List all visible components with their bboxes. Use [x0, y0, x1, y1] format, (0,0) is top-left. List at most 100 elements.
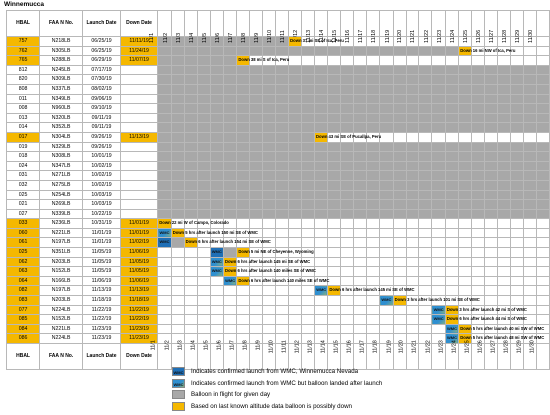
day-cell [366, 55, 381, 66]
day-label-text: 11/30 [527, 29, 534, 43]
day-cell [301, 141, 315, 153]
day-cell [196, 103, 211, 114]
day-cell [157, 141, 172, 153]
day-cell [222, 314, 238, 325]
day-cell [458, 74, 473, 85]
day-cell [170, 151, 185, 162]
day-cell [392, 170, 407, 181]
day-cell [484, 141, 499, 153]
day-cell [170, 141, 185, 153]
day-cell [431, 45, 446, 57]
wmc-launch-marker: WMC [222, 275, 238, 287]
day-cell [471, 83, 486, 95]
day-cell [444, 74, 460, 85]
day-cell [379, 112, 394, 124]
day-cell [353, 266, 368, 277]
day-cell [431, 112, 446, 124]
day-cell [209, 151, 224, 162]
day-cell [353, 189, 368, 201]
day-cell [484, 256, 499, 268]
day-cell [535, 179, 550, 191]
day-label-text: 11/3 [175, 32, 182, 43]
day-cell [522, 227, 537, 239]
down-date-cell [119, 208, 159, 220]
day-cell [418, 247, 433, 258]
day-cell [431, 189, 446, 201]
day-cell [379, 83, 394, 95]
day-cell [170, 160, 185, 172]
day-cell [249, 218, 264, 229]
day-cell [288, 208, 303, 220]
down-note-cell: Down 5 mi NE of Cheyenne, Wyoming [236, 247, 314, 258]
day-cell [535, 266, 550, 277]
day-cell [405, 55, 420, 66]
day-cell [183, 275, 198, 287]
header-day-label: 11/19 [385, 10, 407, 43]
day-cell [471, 256, 486, 268]
day-cell [392, 45, 407, 57]
day-cell [236, 160, 251, 172]
day-cell [418, 83, 433, 95]
day-cell [458, 160, 473, 172]
day-cell [471, 151, 486, 162]
day-cell [418, 103, 433, 114]
launch-date-cell: 11/22/19 [82, 304, 121, 316]
day-cell [301, 218, 315, 229]
day-cell [484, 112, 499, 124]
day-cell [262, 74, 277, 85]
down-date-cell [119, 170, 159, 181]
day-cell [288, 237, 303, 249]
day-cell [288, 93, 303, 105]
day-cell [196, 304, 211, 316]
down-date-cell [119, 179, 159, 191]
day-cell [522, 285, 537, 297]
footer-day-label: 11/30 [530, 340, 550, 370]
day-cell [392, 141, 407, 153]
day-cell [262, 285, 277, 297]
day-cell [327, 189, 342, 201]
down-date-cell [119, 141, 159, 153]
table-row: 812 N245LB 07/17/19 [5, 64, 550, 76]
launch-date-cell: 11/05/19 [82, 256, 121, 268]
day-cell [236, 141, 251, 153]
day-cell [405, 275, 420, 287]
day-cell [183, 199, 198, 210]
day-cell [249, 131, 264, 143]
day-cell [353, 247, 368, 258]
day-cell [209, 45, 224, 57]
day-cell [418, 179, 433, 191]
launch-date-cell: 06/29/19 [82, 55, 121, 66]
launch-date-cell: 11/18/19 [82, 295, 121, 306]
day-cell [509, 237, 524, 249]
day-cell [458, 285, 473, 297]
day-cell [236, 45, 251, 57]
day-cell [444, 131, 460, 143]
header-day-label: 11/16 [345, 10, 368, 43]
day-cell [288, 160, 303, 172]
day-cell [509, 83, 524, 95]
day-cell [209, 304, 224, 316]
down-date-cell: 11/23/19 [119, 323, 159, 335]
day-cell [392, 199, 407, 210]
day-cell [471, 160, 486, 172]
day-cell [327, 55, 342, 66]
day-cell [431, 160, 446, 172]
hbal-cell: 820 [5, 74, 41, 85]
hbal-cell: 085 [5, 314, 41, 325]
day-cell [366, 314, 381, 325]
day-cell [275, 179, 290, 191]
day-cell [458, 237, 473, 249]
day-cell [183, 141, 198, 153]
day-cell [392, 112, 407, 124]
day-cell [209, 131, 224, 143]
day-cell [170, 285, 185, 297]
day-cell [366, 179, 381, 191]
day-cell [418, 208, 433, 220]
day-cell [196, 45, 211, 57]
day-label-text: 11/23 [438, 340, 445, 354]
legend-item: Based on last known altitude data balloo… [172, 401, 382, 413]
day-label-text: 11/26 [477, 340, 484, 354]
day-cell [484, 227, 499, 239]
faa-number-cell: N320LB [39, 112, 84, 124]
day-cell [418, 55, 433, 66]
